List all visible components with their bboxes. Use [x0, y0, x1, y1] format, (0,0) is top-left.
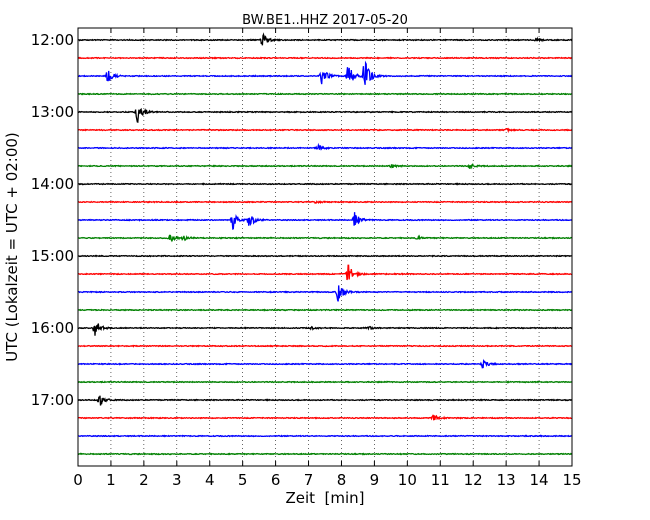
trace-1730	[77, 434, 573, 438]
trace-1600	[77, 323, 573, 336]
y-tick-label-1600: 16:00	[31, 319, 74, 337]
trace-1230	[77, 60, 573, 85]
y-tick-label-1300: 13:00	[31, 103, 74, 121]
plot-frame	[77, 27, 573, 467]
trace-1500	[77, 254, 573, 258]
trace-1745	[77, 452, 573, 456]
y-tick-label-1500: 15:00	[31, 247, 74, 265]
trace-1200	[77, 32, 573, 46]
x-tick-label-2: 2	[139, 471, 149, 489]
trace-1445	[77, 234, 573, 243]
trace-1545	[78, 308, 573, 312]
traces	[77, 32, 573, 456]
x-tick-label-3: 3	[172, 471, 182, 489]
trace-1330	[77, 142, 572, 151]
x-tick-label-4: 4	[205, 471, 215, 489]
trace-1300	[77, 107, 573, 124]
trace-1615	[78, 344, 572, 348]
trace-1345	[78, 163, 573, 170]
trace-1515	[77, 264, 573, 281]
y-tick-label-1400: 14:00	[31, 175, 74, 193]
x-tick-label-11: 11	[431, 471, 450, 489]
y-axis-ticks: 12:00 13:00 14:00 15:00 16:00 17:00	[31, 31, 572, 409]
trace-1715	[77, 414, 573, 421]
x-tick-label-15: 15	[562, 471, 581, 489]
trace-1315	[77, 127, 573, 134]
chart-title: BW.BE1..HHZ 2017-05-20	[242, 13, 408, 28]
x-tick-label-6: 6	[271, 471, 281, 489]
y-tick-label-1700: 17:00	[31, 391, 74, 409]
trace-1630	[77, 358, 573, 370]
x-tick-label-5: 5	[238, 471, 248, 489]
trace-1245	[77, 92, 573, 96]
x-tick-label-1: 1	[106, 471, 116, 489]
trace-1430	[77, 212, 573, 230]
trace-1645	[77, 380, 573, 384]
trace-1400	[78, 182, 573, 186]
y-axis-label: UTC (Lokalzeit = UTC + 02:00)	[3, 132, 21, 362]
x-tick-label-9: 9	[370, 471, 380, 489]
x-tick-label-0: 0	[73, 471, 83, 489]
x-tick-label-8: 8	[337, 471, 347, 489]
x-tick-label-12: 12	[464, 471, 483, 489]
y-tick-label-1200: 12:00	[31, 31, 74, 49]
x-tick-label-14: 14	[530, 471, 549, 489]
x-tick-label-7: 7	[304, 471, 314, 489]
x-tick-label-13: 13	[497, 471, 516, 489]
trace-1530	[78, 285, 573, 302]
trace-1415	[78, 200, 573, 205]
x-axis-label: Zeit [min]	[285, 489, 364, 507]
trace-1700	[77, 395, 573, 406]
x-axis-ticks: 0 1 2 3 4 5 6 7 8 9 10 11 12 13 14 15	[73, 28, 582, 489]
trace-1215	[77, 56, 573, 60]
x-tick-label-10: 10	[398, 471, 417, 489]
